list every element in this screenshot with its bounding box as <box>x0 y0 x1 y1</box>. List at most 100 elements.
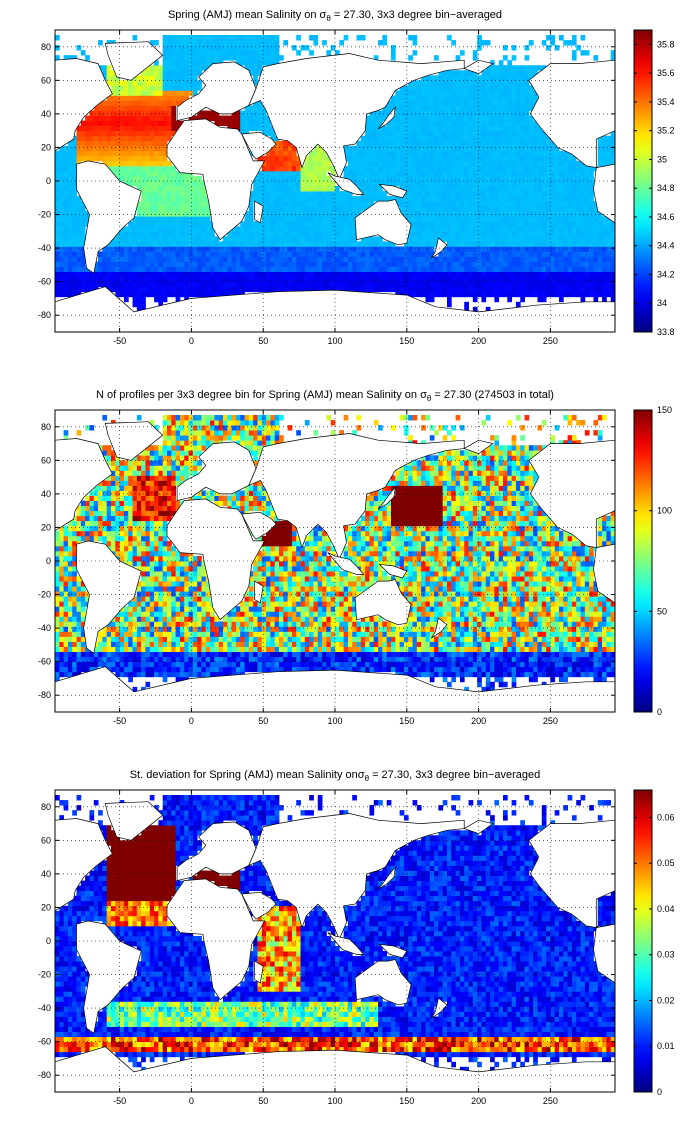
heatmap-cell <box>485 75 491 81</box>
heatmap-cell <box>576 165 581 172</box>
heatmap-cell <box>154 241 159 247</box>
heatmap-cell <box>541 145 547 152</box>
heatmap-cell <box>162 75 168 81</box>
heatmap-cell <box>261 226 267 232</box>
heatmap-cell <box>167 256 172 262</box>
heatmap-cell <box>356 251 362 257</box>
heatmap-cell <box>373 261 379 267</box>
heatmap-cell <box>309 266 314 272</box>
heatmap-cell <box>235 35 241 41</box>
heatmap-cell <box>93 651 99 658</box>
heatmap-cell <box>412 175 418 182</box>
heatmap-cell <box>429 201 435 207</box>
heatmap-cell <box>455 246 461 252</box>
heatmap-cell <box>490 231 495 237</box>
heatmap-cell <box>76 221 82 227</box>
heatmap-cell <box>111 110 116 116</box>
heatmap-cell <box>93 510 99 517</box>
heatmap-cell <box>537 276 543 283</box>
heatmap-cell <box>472 196 478 202</box>
heatmap-cell <box>559 286 564 293</box>
heatmap-cell <box>554 191 560 197</box>
heatmap-cell <box>214 236 220 242</box>
heatmap-cell <box>300 45 306 51</box>
heatmap-cell <box>167 201 172 207</box>
heatmap-cell <box>119 120 125 127</box>
heatmap-cell <box>63 291 69 298</box>
heatmap-cell <box>528 65 534 71</box>
heatmap-cell <box>451 130 457 137</box>
heatmap-cell <box>98 495 103 501</box>
heatmap-cell <box>481 140 487 147</box>
heatmap-cell <box>416 271 422 278</box>
heatmap-cell <box>507 170 513 177</box>
heatmap-cell <box>266 211 271 217</box>
heatmap-cell <box>106 495 112 501</box>
heatmap-cell <box>132 291 138 298</box>
heatmap-cell <box>158 140 164 147</box>
heatmap-cell <box>67 561 73 567</box>
heatmap-cell <box>132 85 138 91</box>
heatmap-cell <box>231 286 237 293</box>
heatmap-cell <box>335 196 340 202</box>
heatmap-cell <box>524 256 530 262</box>
heatmap-cell <box>490 191 495 197</box>
heatmap-cell <box>408 140 413 147</box>
heatmap-cell <box>451 231 457 237</box>
heatmap-cell <box>494 155 500 162</box>
heatmap-cell <box>63 626 69 632</box>
heatmap-cell <box>477 206 482 212</box>
heatmap-cell <box>326 186 332 192</box>
heatmap-cell <box>554 150 560 157</box>
heatmap-cell <box>412 40 418 46</box>
heatmap-cell <box>541 276 547 283</box>
heatmap-cell <box>67 656 73 663</box>
heatmap-cell <box>197 60 202 66</box>
heatmap-cell <box>145 175 151 182</box>
heatmap-cell <box>533 231 538 237</box>
heatmap-cell <box>554 186 560 192</box>
heatmap-cell <box>490 65 495 71</box>
heatmap-cell <box>179 291 185 298</box>
heatmap-cell <box>154 145 159 152</box>
heatmap-cell <box>515 65 521 71</box>
heatmap-cell <box>425 276 431 283</box>
heatmap-cell <box>188 251 194 257</box>
heatmap-cell <box>528 160 534 167</box>
heatmap-cell <box>546 291 551 298</box>
heatmap-cell <box>253 266 258 272</box>
heatmap-cell <box>485 100 491 106</box>
heatmap-cell <box>352 206 357 212</box>
heatmap-cell <box>399 110 405 116</box>
heatmap-cell <box>102 631 108 637</box>
heatmap-cell <box>580 216 586 222</box>
heatmap-cell <box>171 170 177 177</box>
heatmap-cell <box>76 231 82 237</box>
heatmap-cell <box>55 251 60 257</box>
heatmap-cell <box>128 140 133 147</box>
heatmap-cell <box>382 271 388 278</box>
heatmap-cell <box>167 45 172 51</box>
heatmap-cell <box>593 261 599 267</box>
heatmap-cell <box>128 110 133 116</box>
chart-title: Spring (AMJ) mean Salinity on σθ = 27.30… <box>168 9 502 23</box>
heatmap-cell <box>106 530 112 537</box>
heatmap-cell <box>218 45 224 51</box>
heatmap-cell <box>162 140 168 147</box>
heatmap-cell <box>382 145 388 152</box>
heatmap-cell <box>235 45 241 51</box>
heatmap-cell <box>192 191 198 197</box>
heatmap-cell <box>373 241 379 247</box>
heatmap-cell <box>408 100 413 106</box>
heatmap-cell <box>455 70 461 76</box>
heatmap-cell <box>136 231 142 237</box>
heatmap-cell <box>567 241 573 247</box>
heatmap-cell <box>438 85 444 91</box>
heatmap-cell <box>339 236 345 242</box>
heatmap-cell <box>515 130 521 137</box>
heatmap-cell <box>210 281 215 288</box>
heatmap-cell <box>257 155 263 162</box>
heatmap-cell <box>537 281 543 288</box>
heatmap-cell <box>503 266 508 272</box>
heatmap-cell <box>279 170 284 177</box>
